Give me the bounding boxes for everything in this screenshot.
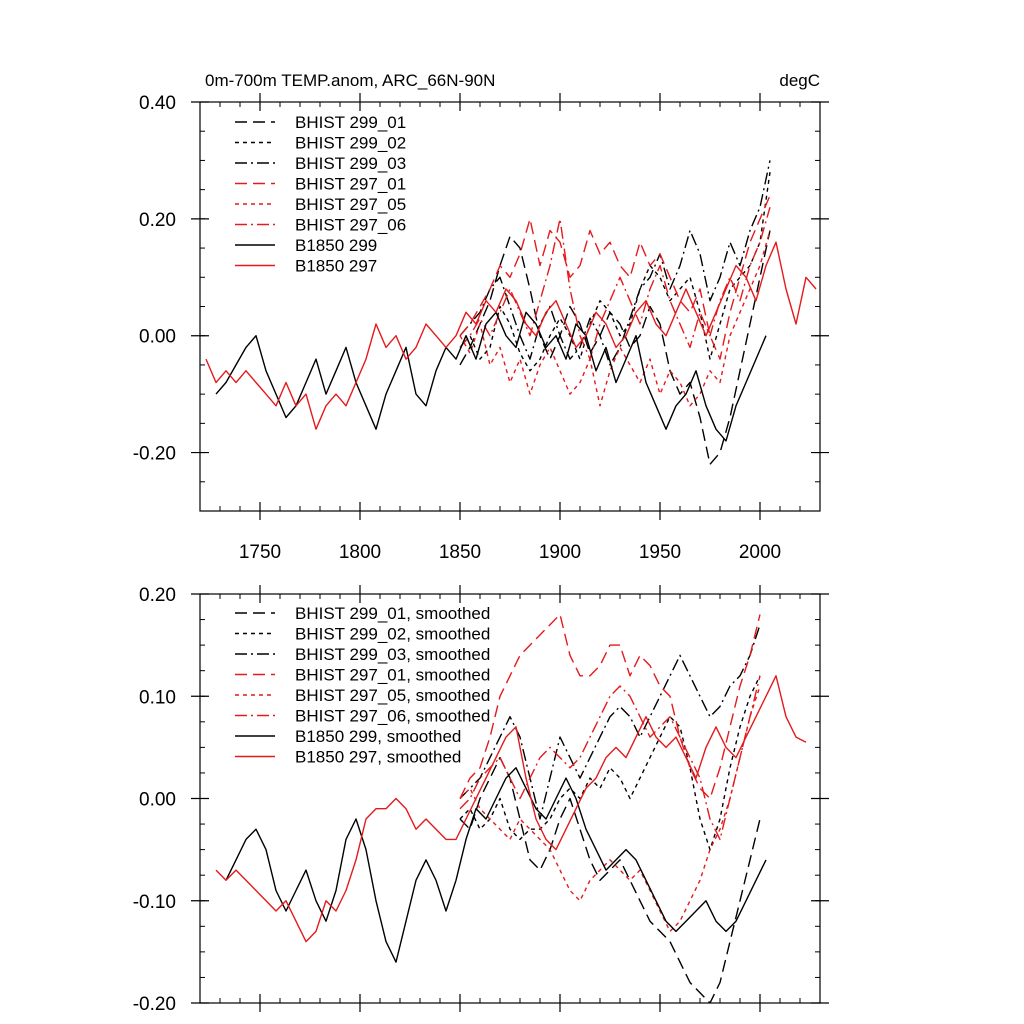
y-tick-label: 0.10 — [139, 687, 176, 708]
series-line-bhist-297-05 — [459, 230, 771, 407]
legend: BHIST 299_01, smoothed BHIST 299_02, smoo… — [235, 604, 490, 767]
legend-label: BHIST 297_01, smoothed — [295, 666, 490, 685]
legend-label: B1850 297 — [295, 257, 377, 276]
series-line-bhist-299-02 — [459, 172, 771, 372]
series-line-bhist-299-03-smoothed — [459, 624, 761, 820]
legend-label: BHIST 297_05, smoothed — [295, 686, 490, 705]
legend-label: BHIST 297_05 — [295, 195, 406, 214]
top-panel: 0m-700m TEMP.anom, ARC_66N-90N degC 0.40… — [133, 71, 829, 563]
series-line-bhist-297-01-smoothed — [459, 613, 761, 800]
x-tick-label: 1750 — [239, 542, 281, 563]
x-tick-label: 2000 — [739, 542, 781, 563]
series-line-bhist-297-06-smoothed — [459, 675, 761, 841]
x-tick-label: 1850 — [439, 542, 481, 563]
series-line-b1850-299-smoothed — [225, 767, 767, 963]
y-tick-label: -0.10 — [133, 892, 176, 913]
bottom-panel: 0.20 0.10 0.00 -0.10 -0.20 BHIST 299_01, smoo… — [133, 585, 829, 1015]
legend-label: BHIST 299_03, smoothed — [295, 645, 490, 664]
legend-label: BHIST 297_06, smoothed — [295, 707, 490, 726]
top-panel-title: 0m-700m TEMP.anom, ARC_66N-90N — [205, 71, 495, 90]
y-tick-label: 0.20 — [139, 210, 176, 231]
legend-label: BHIST 299_02, smoothed — [295, 625, 490, 644]
series-line-bhist-297-05-smoothed — [459, 685, 761, 933]
y-tick-label: 0.40 — [139, 93, 176, 114]
legend-label: BHIST 297_06 — [295, 216, 406, 235]
top-panel-units: degC — [779, 71, 820, 90]
legend-label: B1850 299 — [295, 236, 377, 255]
y-tick-label: 0.00 — [139, 327, 176, 348]
series-group — [205, 160, 817, 465]
y-tick-label: -0.20 — [133, 994, 176, 1015]
series-line-bhist-299-03 — [459, 160, 771, 366]
series-line-b1850-297 — [205, 241, 817, 430]
legend-label: B1850 297, smoothed — [295, 748, 461, 767]
legend-label: BHIST 299_02 — [295, 134, 406, 153]
series-line-b1850-299 — [215, 311, 767, 442]
y-tick-label: 0.20 — [139, 585, 176, 606]
series-line-b1850-297-smoothed — [215, 675, 807, 943]
legend-label: BHIST 299_01, smoothed — [295, 604, 490, 623]
y-tick-label: -0.20 — [133, 444, 176, 465]
legend-label: BHIST 297_01 — [295, 175, 406, 194]
x-tick-label: 1800 — [339, 542, 381, 563]
series-line-bhist-297-01 — [459, 195, 771, 360]
y-tick-label: 0.00 — [139, 790, 176, 811]
legend-label: BHIST 299_01 — [295, 113, 406, 132]
series-group — [215, 613, 807, 1003]
legend-label: BHIST 299_03 — [295, 154, 406, 173]
legend-label: B1850 299, smoothed — [295, 727, 461, 746]
x-tick-label: 1950 — [639, 542, 681, 563]
x-tick-label: 1900 — [539, 542, 581, 563]
